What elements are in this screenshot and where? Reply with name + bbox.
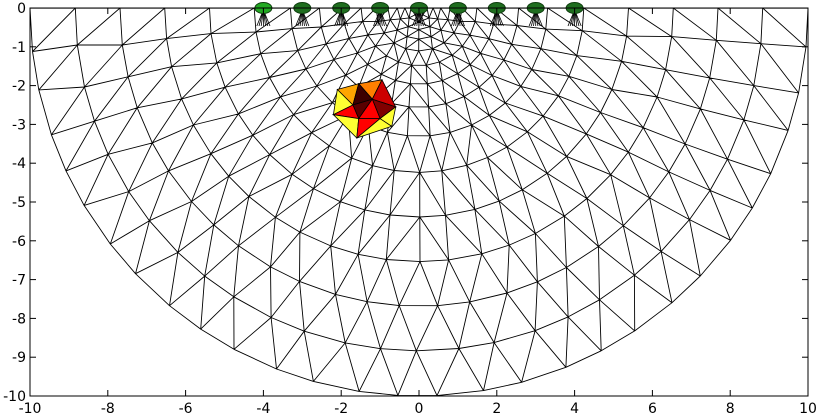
electrode-marker	[254, 2, 273, 27]
y-tick-label: -8	[12, 311, 26, 327]
electrode-row	[254, 2, 584, 27]
x-tick-label: -2	[334, 401, 348, 417]
mesh-radial-edges	[30, 8, 808, 396]
x-tick-label: -10	[19, 401, 42, 417]
y-tick-label: -4	[12, 156, 26, 172]
resistivity-anomaly	[332, 78, 397, 139]
x-tick-label: 4	[570, 401, 579, 417]
y-tick-label: -6	[12, 234, 26, 250]
x-tick-label: 8	[726, 401, 735, 417]
y-tick-label: -1	[12, 40, 26, 56]
y-tick-label: -9	[12, 350, 26, 366]
electrode-marker	[448, 2, 467, 27]
y-tick-label: -10	[3, 389, 26, 405]
y-tick-label: -5	[12, 195, 26, 211]
x-tick-label: 2	[492, 401, 501, 417]
y-tick-label: -7	[12, 273, 26, 289]
x-tick-label: 0	[415, 401, 424, 417]
x-axis: -10 -8 -6 -4 -2 0 2 4 6 8 10	[19, 8, 816, 417]
x-tick-label: 10	[799, 401, 816, 417]
y-tick-label: -3	[12, 117, 26, 133]
x-tick-label: -8	[101, 401, 115, 417]
y-axis: 0 -1 -2 -3 -4 -5 -6 -7 -8 -9 -10	[3, 1, 808, 405]
x-tick-label: 6	[648, 401, 657, 417]
x-tick-label: -4	[256, 401, 270, 417]
x-tick-label: -6	[179, 401, 193, 417]
y-tick-label: 0	[17, 1, 26, 17]
anomaly-cell	[379, 105, 397, 127]
y-tick-label: -2	[12, 79, 26, 95]
